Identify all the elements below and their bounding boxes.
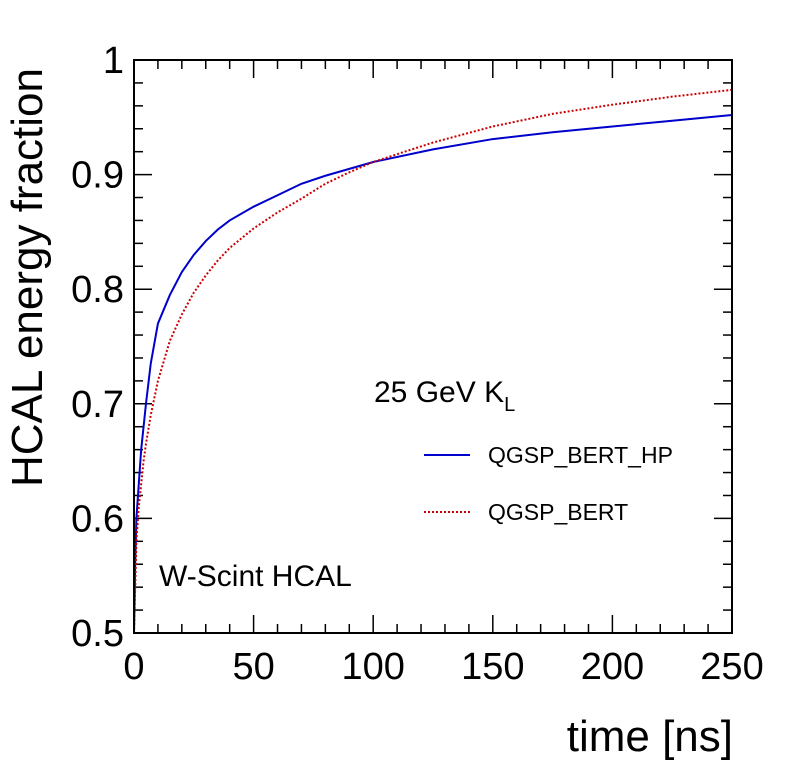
y-tick-label: 0.7 (71, 384, 124, 426)
x-tick-label: 150 (461, 646, 524, 688)
series-lines (133, 88, 733, 634)
y-axis-title: HCAL energy fraction (3, 68, 52, 487)
particle-annotation: 25 GeV KL (374, 376, 515, 416)
particle-annotation-subscript: L (504, 394, 515, 416)
x-tick-label: 250 (700, 646, 763, 688)
x-tick-label: 0 (123, 646, 144, 688)
legend: QGSP_BERT_HP QGSP_BERT (424, 442, 673, 525)
particle-annotation-main: 25 GeV K (374, 376, 504, 409)
x-tick-label: 200 (581, 646, 644, 688)
series-line-qgsp-bert-hp (133, 114, 733, 634)
legend-label-qgsp-bert: QGSP_BERT (488, 499, 628, 525)
y-tick-label: 1 (103, 40, 124, 82)
axis-ticks (133, 59, 733, 634)
legend-label-qgsp-bert-hp: QGSP_BERT_HP (488, 442, 673, 468)
x-tick-label: 50 (232, 646, 274, 688)
series-line-qgsp-bert (133, 88, 733, 634)
x-tick-label: 100 (341, 646, 404, 688)
y-tick-label: 0.6 (71, 498, 124, 540)
y-tick-label: 0.9 (71, 155, 124, 197)
tick-labels: 0 50 100 150 200 250 0.5 0.6 0.7 0.8 0.9 1 (71, 40, 764, 688)
plot-frame (133, 59, 733, 634)
x-axis-title: time [ns] (567, 712, 733, 761)
y-tick-label: 0.8 (71, 269, 124, 311)
detector-annotation: W-Scint HCAL (159, 560, 352, 593)
y-tick-label: 0.5 (71, 613, 124, 655)
